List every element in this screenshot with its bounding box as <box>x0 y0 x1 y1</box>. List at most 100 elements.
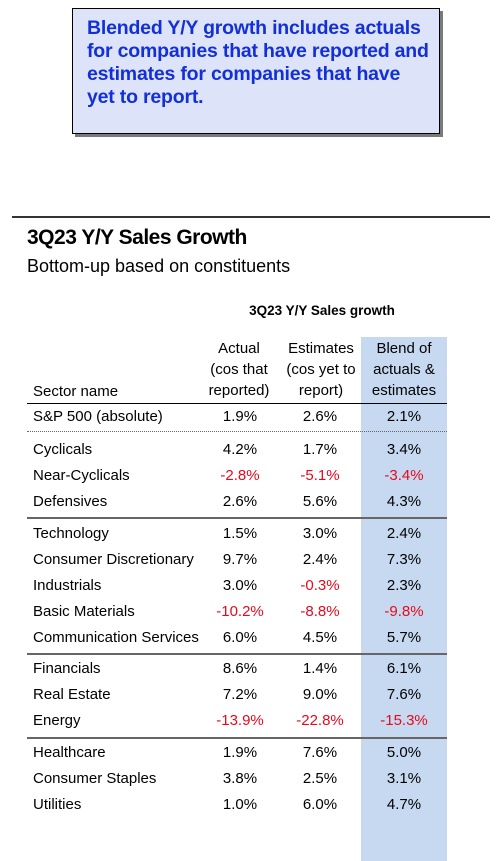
group-separator <box>27 653 447 655</box>
callout-line: estimates for companies that have <box>87 63 401 85</box>
estimate-value: 2.6% <box>302 408 338 425</box>
column-header-estimates: Estimates (cos yet to report) <box>283 338 359 401</box>
table-row: Communication Services 6.0% 4.5% 5.7% <box>27 626 447 650</box>
sector-name: Financials <box>33 660 101 677</box>
estimate-value: 2.4% <box>302 551 338 568</box>
table-row: Energy -13.9% -22.8% -15.3% <box>27 709 447 733</box>
callout-line: Blended Y/Y growth includes actuals <box>87 17 421 39</box>
estimate-value: -22.8% <box>296 712 344 729</box>
blend-value: 7.6% <box>386 686 422 703</box>
table-row: Basic Materials -10.2% -8.8% -9.8% <box>27 600 447 624</box>
callout-line: yet to report. <box>87 86 204 108</box>
table-row: Financials 8.6% 1.4% 6.1% <box>27 657 447 681</box>
blend-value: 4.7% <box>386 796 422 813</box>
table-row: Consumer Staples 3.8% 2.5% 3.1% <box>27 767 447 791</box>
estimate-value: 1.4% <box>302 660 338 677</box>
sector-name: Technology <box>33 525 109 542</box>
column-header-line: (cos yet to <box>286 361 356 378</box>
estimate-value: 5.6% <box>302 493 338 510</box>
blend-value: 7.3% <box>386 551 422 568</box>
table-row: Defensives 2.6% 5.6% 4.3% <box>27 490 447 514</box>
actual-value: 7.2% <box>222 686 258 703</box>
sector-name: Real Estate <box>33 686 111 703</box>
estimate-value: 3.0% <box>302 525 338 542</box>
actual-value: 1.0% <box>222 796 258 813</box>
blend-value: 5.7% <box>386 629 422 646</box>
column-header-line: Estimates <box>288 340 354 357</box>
actual-value: 4.2% <box>222 441 258 458</box>
blend-value: 2.1% <box>386 408 422 425</box>
column-header-line: report) <box>298 382 344 399</box>
column-header-actual: Actual (cos that reported) <box>201 338 277 401</box>
actual-value: -10.2% <box>216 603 264 620</box>
estimate-value: -0.3% <box>300 577 340 594</box>
table-group-header: 3Q23 Y/Y Sales growth <box>249 303 395 318</box>
column-header-line: reported) <box>208 382 270 399</box>
section-divider <box>12 216 490 218</box>
blend-value: -3.4% <box>384 467 424 484</box>
estimate-value: 9.0% <box>302 686 338 703</box>
sector-name: Basic Materials <box>33 603 135 620</box>
actual-value: -2.8% <box>220 467 260 484</box>
sector-name: Energy <box>33 712 81 729</box>
table-row: Utilities 1.0% 6.0% 4.7% <box>27 793 447 817</box>
sector-name: Consumer Staples <box>33 770 157 787</box>
blend-value: 2.3% <box>386 577 422 594</box>
blend-value: 3.1% <box>386 770 422 787</box>
table-row: Cyclicals 4.2% 1.7% 3.4% <box>27 438 447 462</box>
group-separator <box>27 737 447 739</box>
sector-column-header: Sector name <box>33 383 119 400</box>
column-header-line: estimates <box>371 382 437 399</box>
sector-name: Utilities <box>33 796 82 813</box>
header-rule <box>27 403 447 404</box>
page-subtitle: Bottom-up based on constituents <box>27 256 291 276</box>
callout-box: Blended Y/Y growth includes actuals for … <box>72 8 440 134</box>
actual-value: 3.8% <box>222 770 258 787</box>
table-row: Near-Cyclicals -2.8% -5.1% -3.4% <box>27 464 447 488</box>
column-header-line: actuals & <box>373 361 435 378</box>
sector-name: Consumer Discretionary <box>33 551 194 568</box>
group-separator <box>27 517 447 519</box>
blend-value: -15.3% <box>380 712 428 729</box>
blend-value: 3.4% <box>386 441 422 458</box>
sector-name: Healthcare <box>33 744 106 761</box>
actual-value: 1.5% <box>222 525 258 542</box>
estimate-value: 7.6% <box>302 744 338 761</box>
table-row: Industrials 3.0% -0.3% 2.3% <box>27 574 447 598</box>
callout-text: Blended Y/Y growth includes actuals for … <box>87 17 439 109</box>
actual-value: 9.7% <box>222 551 258 568</box>
sector-name: Near-Cyclicals <box>33 467 130 484</box>
estimate-value: 2.5% <box>302 770 338 787</box>
blend-value: 6.1% <box>386 660 422 677</box>
estimate-value: 4.5% <box>302 629 338 646</box>
row-separator <box>27 431 447 432</box>
callout-line: for companies that have reported and <box>87 40 429 62</box>
actual-value: -13.9% <box>216 712 264 729</box>
column-header-line: (cos that <box>210 361 268 378</box>
actual-value: 1.9% <box>222 408 258 425</box>
column-header-line: Actual <box>218 340 260 357</box>
blend-value: 2.4% <box>386 525 422 542</box>
table-row: Healthcare 1.9% 7.6% 5.0% <box>27 741 447 765</box>
sector-name: S&P 500 (absolute) <box>33 408 163 425</box>
sector-name: Defensives <box>33 493 108 510</box>
actual-value: 3.0% <box>222 577 258 594</box>
blend-value: 4.3% <box>386 493 422 510</box>
column-header-line: Blend of <box>376 340 432 357</box>
actual-value: 8.6% <box>222 660 258 677</box>
actual-value: 6.0% <box>222 629 258 646</box>
table-row: S&P 500 (absolute) 1.9% 2.6% 2.1% <box>27 405 447 429</box>
sector-name: Cyclicals <box>33 441 93 458</box>
sector-name: Communication Services <box>33 629 199 646</box>
blend-value: 5.0% <box>386 744 422 761</box>
table-row: Technology 1.5% 3.0% 2.4% <box>27 522 447 546</box>
column-header-blend: Blend of actuals & estimates <box>361 338 447 401</box>
table-row: Consumer Discretionary 9.7% 2.4% 7.3% <box>27 548 447 572</box>
blend-value: -9.8% <box>384 603 424 620</box>
table-row: Real Estate 7.2% 9.0% 7.6% <box>27 683 447 707</box>
estimate-value: -8.8% <box>300 603 340 620</box>
blend-column-highlight <box>361 337 447 861</box>
estimate-value: 1.7% <box>302 441 338 458</box>
estimate-value: 6.0% <box>302 796 338 813</box>
sector-name: Industrials <box>33 577 102 594</box>
